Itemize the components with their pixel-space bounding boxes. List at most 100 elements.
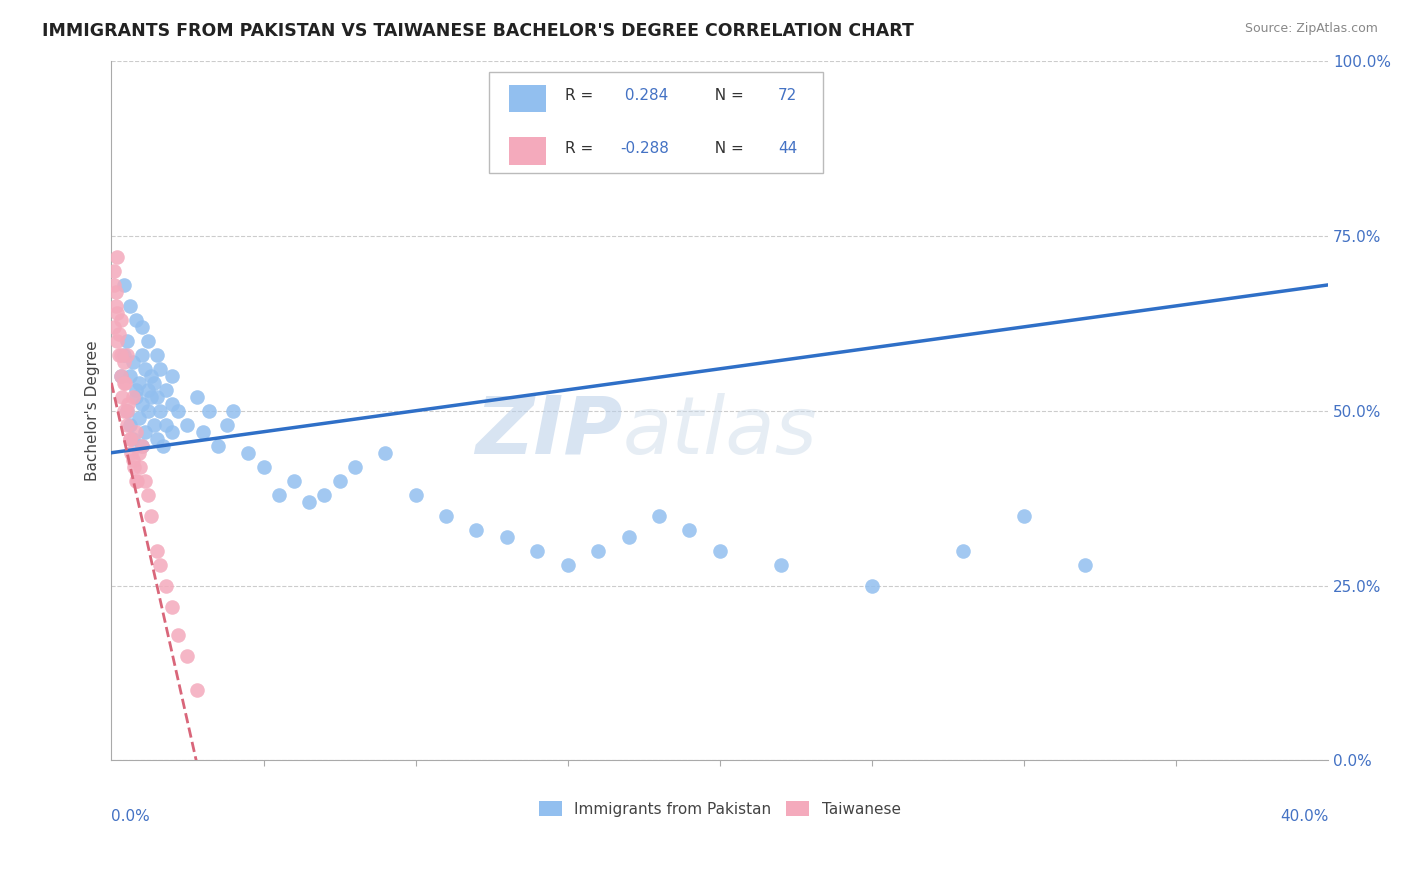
Point (115, 334, 138, 348)
Text: -0.288: -0.288 (620, 141, 669, 155)
Point (134, 361, 156, 376)
Point (648, 508, 671, 523)
Point (107, 334, 129, 348)
Point (298, 494, 321, 508)
Point (215, 417, 238, 432)
Point (146, 432, 169, 446)
Point (107, 306, 129, 320)
Point (155, 383, 177, 397)
Point (104, 285, 127, 299)
Point (110, 348, 132, 362)
Point (129, 459, 152, 474)
Point (110, 368, 132, 383)
Point (197, 404, 219, 418)
Point (111, 390, 134, 404)
Point (121, 390, 143, 404)
Point (121, 355, 143, 369)
Point (107, 250, 129, 264)
FancyBboxPatch shape (509, 85, 546, 112)
Point (131, 439, 153, 453)
Point (125, 474, 148, 488)
Point (128, 376, 150, 390)
Point (495, 530, 517, 544)
Point (343, 459, 366, 474)
Point (121, 432, 143, 446)
Point (952, 543, 974, 558)
Point (125, 425, 148, 439)
Point (131, 439, 153, 453)
Point (118, 417, 141, 432)
Point (617, 530, 640, 544)
Point (134, 425, 156, 439)
Point (252, 459, 274, 474)
Text: 72: 72 (778, 88, 797, 103)
Point (115, 404, 138, 418)
Point (112, 355, 135, 369)
Point (139, 508, 162, 523)
Point (104, 299, 127, 313)
FancyBboxPatch shape (509, 137, 546, 165)
Point (1012, 508, 1035, 523)
Point (860, 578, 883, 592)
Point (149, 361, 172, 376)
Point (176, 417, 198, 432)
Point (162, 368, 184, 383)
Text: 40.0%: 40.0% (1279, 809, 1329, 824)
Point (118, 432, 141, 446)
Point (186, 683, 208, 698)
Point (143, 417, 166, 432)
Point (128, 446, 150, 460)
Text: R =: R = (565, 141, 599, 155)
Point (110, 368, 132, 383)
Point (112, 404, 135, 418)
Point (117, 397, 139, 411)
Point (115, 417, 138, 432)
Point (162, 397, 184, 411)
Point (136, 404, 159, 418)
Text: IMMIGRANTS FROM PAKISTAN VS TAIWANESE BACHELOR'S DEGREE CORRELATION CHART: IMMIGRANTS FROM PAKISTAN VS TAIWANESE BA… (42, 22, 914, 40)
Point (118, 432, 141, 446)
Point (118, 368, 141, 383)
Point (586, 543, 609, 558)
Point (176, 648, 198, 663)
Point (146, 348, 169, 362)
Point (167, 404, 190, 418)
Point (465, 523, 488, 537)
Point (103, 319, 125, 334)
Point (267, 488, 290, 502)
Point (283, 474, 305, 488)
Point (149, 404, 172, 418)
Point (112, 376, 135, 390)
Point (110, 313, 132, 327)
Point (207, 439, 229, 453)
Point (108, 348, 131, 362)
Point (328, 474, 350, 488)
Point (146, 390, 169, 404)
Text: ZIP: ZIP (475, 392, 623, 471)
Point (134, 474, 156, 488)
Point (1074, 558, 1097, 572)
Point (434, 508, 457, 523)
Text: 0.284: 0.284 (620, 88, 668, 103)
Point (136, 334, 159, 348)
Text: N =: N = (706, 88, 749, 103)
Y-axis label: Bachelor's Degree: Bachelor's Degree (86, 341, 100, 481)
Point (131, 348, 153, 362)
Point (120, 446, 142, 460)
Text: atlas: atlas (623, 392, 817, 471)
Text: N =: N = (706, 141, 749, 155)
Point (136, 488, 159, 502)
Point (186, 390, 208, 404)
Point (118, 299, 141, 313)
Point (155, 578, 177, 592)
Point (222, 404, 245, 418)
Point (162, 599, 184, 614)
Point (136, 383, 159, 397)
Point (149, 558, 172, 572)
Point (139, 368, 162, 383)
Point (131, 319, 153, 334)
Text: 0.0%: 0.0% (111, 809, 150, 824)
FancyBboxPatch shape (489, 71, 823, 173)
Point (709, 543, 731, 558)
Point (405, 488, 427, 502)
